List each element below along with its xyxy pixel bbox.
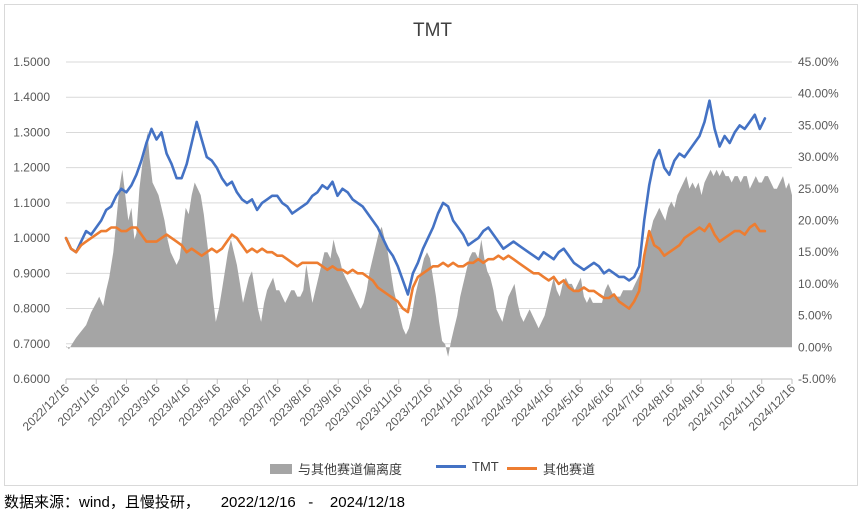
y-right-tick-label: 40.00% xyxy=(798,87,839,101)
series-area-deviation xyxy=(66,131,792,357)
legend-label-tmt: TMT xyxy=(472,459,499,474)
legend-item-tmt: TMT xyxy=(436,459,499,474)
y-right-tick-label: -5.00% xyxy=(798,372,836,386)
y-right-tick-label: 0.00% xyxy=(798,340,832,354)
y-right-tick-label: 30.00% xyxy=(798,150,839,164)
series-line-tmt xyxy=(64,99,767,296)
y-left-tick-label: 1.2000 xyxy=(13,161,50,175)
y-left-tick-label: 1.0000 xyxy=(13,231,50,245)
legend-label-deviation: 与其他赛道偏离度 xyxy=(298,462,403,477)
legend-swatch-other xyxy=(507,467,537,470)
y-right-tick-label: 20.00% xyxy=(798,214,839,228)
y-left-tick-label: 1.4000 xyxy=(13,90,50,104)
source-note: 数据来源：wind，且慢投研， 2022/12/16 - 2024/12/18 xyxy=(4,494,406,511)
legend-swatch-tmt xyxy=(436,465,466,468)
y-left-tick-label: 0.6000 xyxy=(13,372,50,386)
y-left-tick-label: 0.8000 xyxy=(13,302,50,316)
y-right-tick-label: 25.00% xyxy=(798,182,839,196)
chart-title: TMT xyxy=(412,20,453,41)
legend-label-other: 其他赛道 xyxy=(543,462,596,477)
y-right-tick-label: 10.00% xyxy=(798,277,839,291)
y-right-tick-label: 15.00% xyxy=(798,245,839,259)
y-left-tick-label: 1.5000 xyxy=(13,55,50,69)
y-right-tick-label: 5.00% xyxy=(798,309,832,323)
legend-item-other: 其他赛道 xyxy=(507,459,595,478)
y-right-tick-label: 35.00% xyxy=(798,118,839,132)
legend-swatch-deviation xyxy=(270,463,292,474)
y-left-tick-label: 1.3000 xyxy=(13,125,50,139)
series-line-other xyxy=(64,222,767,314)
legend-item-deviation: 与其他赛道偏离度 xyxy=(270,459,402,478)
y-right-tick-label: 45.00% xyxy=(798,55,839,69)
y-left-tick-label: 0.9000 xyxy=(13,266,50,280)
y-left-tick-label: 0.7000 xyxy=(13,337,50,351)
y-left-tick-label: 1.1000 xyxy=(13,196,50,210)
